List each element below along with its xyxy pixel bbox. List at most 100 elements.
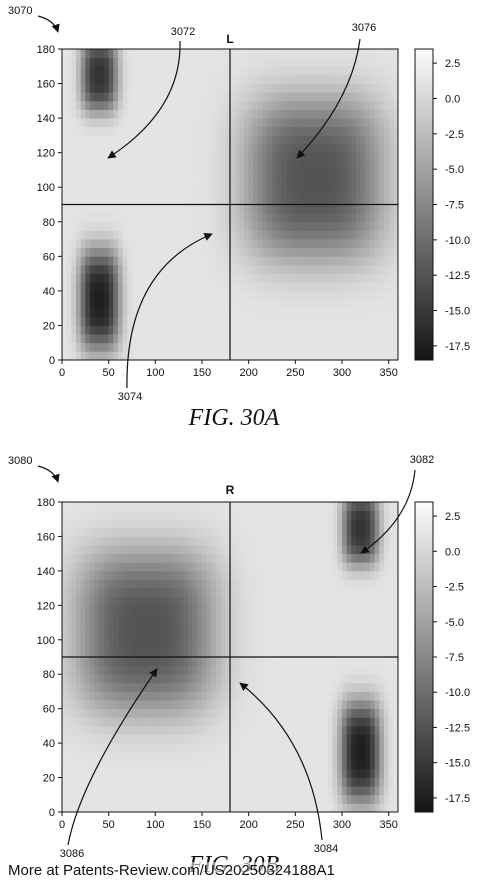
heatmap-cell [379, 187, 384, 196]
heatmap-cell [67, 640, 72, 649]
heatmap-cell [281, 213, 286, 222]
heatmap-cell [183, 795, 188, 804]
heatmap-cell [281, 248, 286, 257]
heatmap-cell [277, 351, 282, 360]
heatmap-cell [155, 282, 160, 291]
heatmap-cell [277, 75, 282, 84]
heatmap-cell [160, 196, 165, 205]
heatmap-cell [356, 291, 361, 300]
heatmap-cell [165, 317, 170, 326]
heatmap-cell [165, 291, 170, 300]
heatmap-cell [277, 66, 282, 75]
heatmap-cell [146, 135, 151, 144]
heatmap-cell [300, 571, 305, 580]
heatmap-cell [179, 717, 184, 726]
heatmap-cell [342, 545, 347, 554]
heatmap-cell [221, 66, 226, 75]
heatmap-cell [295, 545, 300, 554]
heatmap-cell [291, 674, 296, 683]
heatmap-cell [300, 597, 305, 606]
heatmap-cell [305, 803, 310, 812]
colorbar-swatch [415, 85, 433, 91]
heatmap-cell [347, 760, 352, 769]
heatmap-cell [365, 325, 370, 334]
heatmap-cell [188, 545, 193, 554]
heatmap-cell [244, 743, 249, 752]
heatmap-cell [347, 605, 352, 614]
heatmap-cell [281, 256, 286, 265]
heatmap-cell [71, 291, 76, 300]
heatmap-cell [221, 127, 226, 136]
heatmap-cell [155, 135, 160, 144]
heatmap-cell [300, 700, 305, 709]
heatmap-cell [202, 795, 207, 804]
heatmap-cell [188, 778, 193, 787]
heatmap-cell [309, 300, 314, 309]
heatmap-cell [281, 683, 286, 692]
heatmap-cell [230, 657, 235, 666]
heatmap-cell [109, 674, 114, 683]
heatmap-cell [379, 161, 384, 170]
heatmap-cell [179, 351, 184, 360]
heatmap-cell [76, 666, 81, 675]
heatmap-cell [132, 282, 137, 291]
heatmap-cell [347, 545, 352, 554]
heatmap-cell [267, 700, 272, 709]
heatmap-cell [179, 265, 184, 274]
heatmap-cell [295, 683, 300, 692]
heatmap-cell [71, 597, 76, 606]
heatmap-cell [323, 657, 328, 666]
heatmap-cell [337, 760, 342, 769]
heatmap-cell [67, 325, 72, 334]
heatmap-cell [71, 674, 76, 683]
heatmap-cell [337, 717, 342, 726]
heatmap-cell [263, 614, 268, 623]
heatmap-cell [137, 84, 142, 93]
heatmap-cell [253, 291, 258, 300]
heatmap-cell [314, 502, 319, 511]
heatmap-cell [193, 674, 198, 683]
heatmap-cell [179, 170, 184, 179]
heatmap-cell [183, 752, 188, 761]
heatmap-cell [188, 334, 193, 343]
heatmap-cell [347, 187, 352, 196]
heatmap-cell [207, 334, 212, 343]
heatmap-cell [319, 752, 324, 761]
heatmap-cell [95, 101, 100, 110]
heatmap-cell [81, 118, 86, 127]
colorbar-swatch [415, 90, 433, 96]
heatmap-cell [179, 230, 184, 239]
heatmap-cell [132, 265, 137, 274]
heatmap-cell [244, 554, 249, 563]
heatmap-cell [174, 795, 179, 804]
heatmap-cell [132, 735, 137, 744]
heatmap-cell [141, 265, 146, 274]
heatmap-cell [193, 265, 198, 274]
heatmap-cell [314, 308, 319, 317]
heatmap-cell [202, 519, 207, 528]
heatmap-cell [197, 179, 202, 188]
heatmap-cell [155, 648, 160, 657]
heatmap-cell [235, 308, 240, 317]
heatmap-cell [123, 343, 128, 352]
heatmap-cell [263, 760, 268, 769]
heatmap-cell [221, 213, 226, 222]
heatmap-cell [183, 274, 188, 283]
heatmap-cell [300, 786, 305, 795]
heatmap-cell [76, 135, 81, 144]
heatmap-cell [328, 640, 333, 649]
heatmap-cell [160, 118, 165, 127]
heatmap-cell [211, 778, 216, 787]
heatmap-cell [291, 351, 296, 360]
heatmap-cell [314, 205, 319, 214]
heatmap-cell [216, 239, 221, 248]
heatmap-cell [183, 109, 188, 118]
heatmap-cell [305, 735, 310, 744]
heatmap-cell [71, 700, 76, 709]
heatmap-cell [155, 170, 160, 179]
heatmap-cell [328, 351, 333, 360]
heatmap-cell [267, 66, 272, 75]
heatmap-cell [179, 84, 184, 93]
heatmap-cell [207, 109, 212, 118]
heatmap-cell [165, 84, 170, 93]
